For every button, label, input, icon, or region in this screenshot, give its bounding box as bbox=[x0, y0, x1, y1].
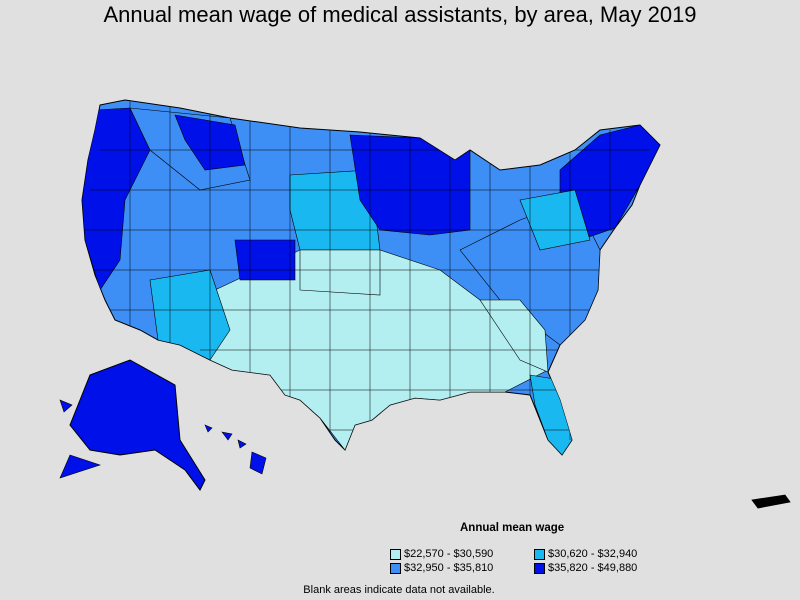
alaska bbox=[59, 359, 206, 491]
legend-label-1: $22,570 - $30,590 bbox=[404, 548, 494, 560]
footnote: Blank areas indicate data not available. bbox=[0, 584, 800, 596]
legend-item-2: $30,620 - $32,940 bbox=[534, 548, 637, 560]
legend-title: Annual mean wage bbox=[460, 522, 565, 534]
legend-item-4: $35,820 - $49,880 bbox=[534, 562, 637, 574]
legend-swatch-2 bbox=[534, 548, 545, 560]
legend-item-3: $32,950 - $35,810 bbox=[390, 562, 493, 574]
legend-swatch-3 bbox=[390, 562, 401, 574]
legend-label-4: $35,820 - $49,880 bbox=[548, 562, 638, 574]
legend-swatch-4 bbox=[534, 562, 545, 574]
legend-label-3: $32,950 - $35,810 bbox=[404, 562, 494, 574]
hawaii bbox=[204, 424, 267, 475]
legend-swatch-1 bbox=[390, 548, 401, 560]
map-title: Annual mean wage of medical assistants, … bbox=[103, 2, 697, 27]
continental-us bbox=[81, 99, 661, 456]
legend-label-2: $30,620 - $32,940 bbox=[548, 548, 638, 560]
footnote-text: Blank areas indicate data not available. bbox=[303, 584, 495, 596]
puerto-rico bbox=[751, 494, 791, 509]
legend-item-1: $22,570 - $30,590 bbox=[390, 548, 493, 560]
